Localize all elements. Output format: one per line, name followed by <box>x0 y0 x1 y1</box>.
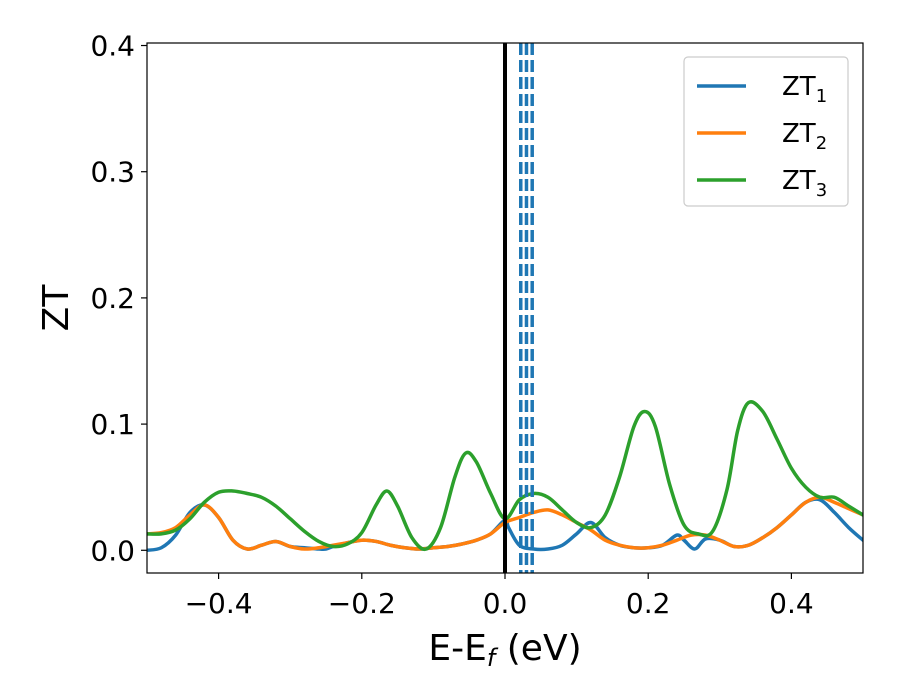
x-tick-label: 0.2 <box>626 587 671 620</box>
x-tick-label: 0.4 <box>769 587 814 620</box>
y-tick-label: 0.1 <box>90 408 135 441</box>
y-axis-label: ZT <box>36 284 77 332</box>
x-tick-label: 0.0 <box>483 587 528 620</box>
legend: ZT1 ZT2 ZT3 <box>683 56 849 207</box>
plot-area <box>147 43 863 573</box>
y-tick-label: 0.4 <box>90 30 135 63</box>
x-tick-label: −0.2 <box>328 587 396 620</box>
x-axis-label-unit: (eV) <box>495 628 581 669</box>
axes: −0.4 −0.2 0.0 0.2 0.4 0.0 0.1 0.2 0.3 0.4 <box>90 30 864 620</box>
legend-box <box>683 56 849 207</box>
legend-label: ZT2 <box>782 119 827 154</box>
y-tick-label: 0.3 <box>90 156 135 189</box>
x-tick-label: −0.4 <box>185 587 253 620</box>
legend-label: ZT3 <box>782 166 827 201</box>
x-axis-label: E-Ef (eV) <box>428 628 581 672</box>
y-tick-label: 0.0 <box>90 534 135 567</box>
x-axis-label-main: E-E <box>428 628 486 669</box>
legend-label: ZT1 <box>782 72 827 107</box>
y-tick-label: 0.2 <box>90 282 135 315</box>
